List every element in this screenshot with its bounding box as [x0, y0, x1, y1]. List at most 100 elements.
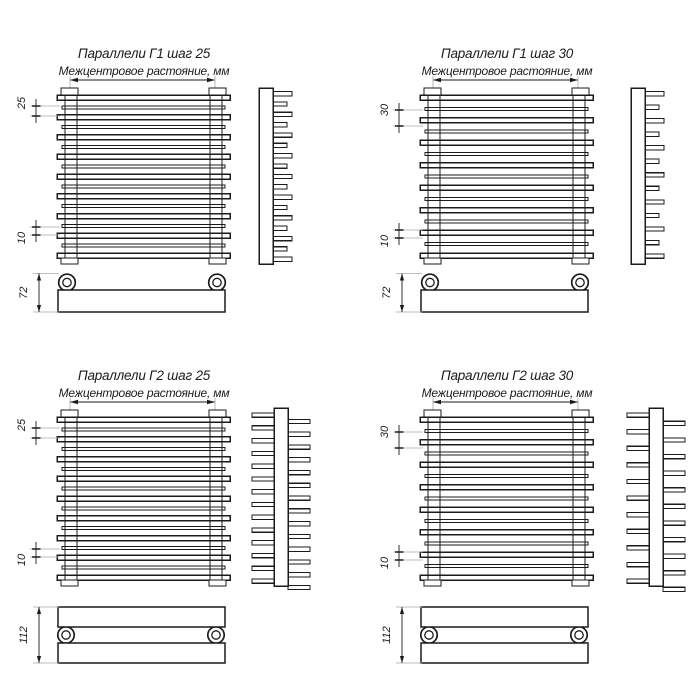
step-dimension-label: 25 — [16, 96, 28, 110]
gap-dimension-label: 10 — [379, 556, 391, 569]
step-dimension-label: 30 — [379, 425, 391, 438]
dimension-arrow — [433, 399, 441, 405]
step-dimension: 25 — [16, 418, 60, 445]
tube-bar-narrow — [424, 242, 589, 247]
tube-tooth — [272, 184, 288, 190]
dimension-arrow — [70, 77, 78, 83]
tube-bar-wide — [56, 455, 231, 463]
tube-bar-narrow — [61, 486, 226, 491]
collector-bottom-tab — [423, 579, 442, 587]
drawing-subtitle: Межцентровое растояние, мм — [422, 386, 593, 400]
tube-tooth — [644, 131, 660, 137]
tube-tooth-left — [626, 561, 650, 568]
tube-bar-wide — [56, 475, 231, 482]
tube-bar-wide — [419, 506, 594, 514]
pipe-connection-inner — [425, 277, 435, 288]
side-view — [626, 407, 686, 593]
side-collector-body — [648, 407, 664, 587]
height-dimension-label: 72 — [18, 287, 30, 299]
side-view — [630, 87, 665, 265]
drawing-g1-step-25: Параллели Г1 шаг 25 Межцентровое растояни… — [16, 46, 293, 313]
pipe-connection-inner — [424, 630, 434, 640]
tube-bar-wide — [419, 184, 594, 192]
tube-tooth-left — [251, 476, 275, 482]
tube-bar-wide — [419, 161, 594, 169]
span-dimension — [432, 76, 579, 88]
side-collector-body — [630, 87, 646, 265]
front-view — [419, 87, 594, 265]
tube-bar-wide — [56, 416, 231, 423]
side-collector-body — [273, 407, 289, 587]
drawing-title: Параллели Г2 шаг 30 — [441, 368, 574, 383]
tube-bar-wide — [56, 534, 231, 542]
tube-bar-narrow — [61, 526, 226, 531]
tube-tooth-right — [287, 533, 311, 540]
tube-bar-wide — [56, 193, 231, 200]
tube-tooth-right — [662, 437, 686, 443]
dimension-arrow — [570, 399, 578, 405]
tube-bar-wide — [56, 114, 231, 121]
tube-tooth-right — [287, 546, 311, 552]
tube-tooth-left — [251, 450, 275, 457]
tube-bar-narrow — [424, 451, 589, 456]
pipe-connection-inner — [575, 277, 585, 288]
tube-tooth-left — [251, 437, 275, 444]
collector-top-tab — [208, 409, 227, 418]
bottom-view — [57, 273, 227, 313]
tube-tooth — [272, 90, 293, 97]
gap-dimension-label: 10 — [16, 231, 28, 244]
tube-bar-wide — [56, 574, 231, 581]
span-dimension — [432, 398, 579, 410]
tube-tooth-right — [287, 520, 311, 527]
bottom-view — [56, 606, 226, 664]
tube-tooth — [644, 90, 665, 97]
tube-bar-narrow — [61, 447, 226, 452]
tube-bar-narrow — [424, 428, 589, 433]
tube-bar-wide — [56, 232, 231, 239]
tube-bar-narrow — [61, 223, 226, 228]
dimension-arrow — [399, 273, 405, 281]
tube-tooth-left — [251, 565, 275, 572]
tube-bar-narrow — [424, 151, 589, 156]
tube-bar-wide — [56, 554, 231, 561]
pipe-connection-inner — [61, 630, 71, 640]
tube-tooth — [644, 172, 665, 178]
tube-bar-wide — [419, 438, 594, 446]
gap-dimension: 10 — [379, 545, 423, 569]
collector-top-tab — [60, 409, 79, 418]
tube-bar-wide — [419, 461, 594, 468]
tube-tooth — [272, 163, 288, 169]
tube-tooth-left — [626, 545, 650, 551]
tube-bar-wide — [419, 551, 594, 559]
tube-tooth — [644, 104, 660, 110]
collector-bottom-tab — [60, 579, 79, 587]
tube-bar-narrow — [61, 427, 226, 432]
tube-bar-wide — [419, 483, 594, 491]
dimension-arrow — [36, 305, 42, 312]
tube-bar-wide — [56, 212, 231, 220]
height-dimension-label: 72 — [381, 287, 393, 299]
tube-tooth — [644, 239, 660, 246]
tube-tooth-left — [251, 514, 275, 521]
tube-tooth-right — [287, 457, 311, 463]
dimension-arrow — [433, 77, 441, 83]
tube-bar-wide — [419, 416, 594, 423]
tube-tooth-left — [626, 412, 650, 418]
tube-bar-narrow — [61, 125, 226, 130]
bottom-body — [57, 289, 226, 313]
step-dimension: 25 — [16, 96, 60, 123]
tube-bar-narrow — [424, 519, 589, 524]
collector-bottom-tab — [571, 257, 590, 265]
step-dimension-label: 25 — [16, 418, 28, 432]
tube-tooth-left — [626, 478, 650, 485]
side-view — [258, 87, 293, 265]
tube-tooth — [272, 215, 293, 221]
tube-bar-narrow — [424, 219, 589, 224]
tube-bar-narrow — [61, 466, 226, 471]
bottom-view — [420, 273, 590, 313]
tube-bar-wide — [56, 436, 231, 443]
tube-tooth — [644, 253, 665, 259]
dimension-arrow — [70, 399, 78, 405]
tube-tooth-left — [626, 512, 650, 518]
bottom-body-front-row — [57, 606, 226, 628]
